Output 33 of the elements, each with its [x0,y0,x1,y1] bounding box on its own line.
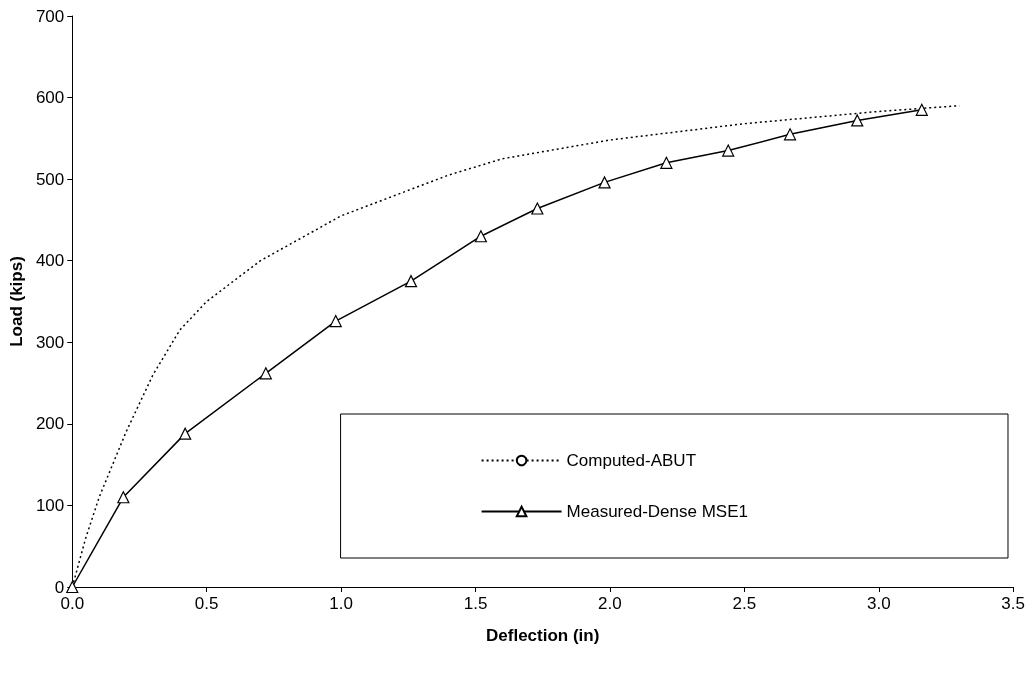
x-tick-label: 1.5 [463,594,488,613]
y-tick-label: 600 [35,88,65,108]
point [404,275,418,288]
x-axis-title: Deflection (in) [486,626,600,645]
point [259,367,272,380]
point [598,176,611,189]
point [117,491,130,504]
y-tick-label: 0 [54,577,65,597]
point [329,314,342,328]
legend-label: Computed-ABUT [566,451,697,470]
y-tick-label: 500 [35,169,65,189]
x-tick-label: 1.0 [329,594,353,613]
point [531,202,544,215]
y-tick-label: 100 [35,495,65,515]
y-tick-label: 200 [35,414,65,434]
point [851,114,864,127]
y-tick-label: 700 [35,6,65,26]
x-tick-label: 2.0 [598,594,622,613]
x-tick-label: 3.5 [1001,594,1025,613]
legend-label: Measured-Dense MSE1 [566,502,749,521]
y-axis-title: Load (kips) [7,256,26,347]
point [474,230,487,243]
x-tick-label: 0.0 [60,594,85,613]
point [783,128,797,141]
y-tick-label: 300 [35,332,65,352]
point [722,144,735,157]
point [915,103,928,116]
x-tick-label: 0.5 [194,594,219,613]
point [179,427,192,440]
x-tick-label: 3.0 [866,594,891,613]
point [660,156,673,169]
y-tick-label: 400 [35,251,65,271]
x-tick-label: 2.5 [732,594,757,613]
